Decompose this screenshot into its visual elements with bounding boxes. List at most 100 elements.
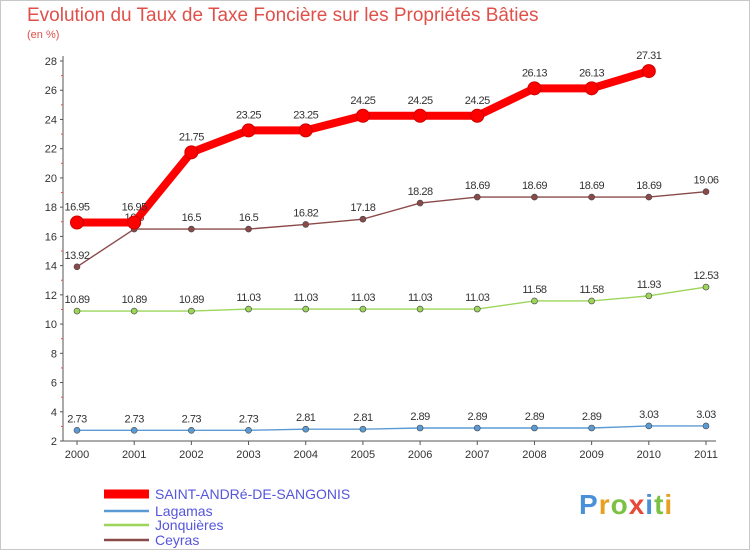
data-label: 2.89 <box>468 411 488 423</box>
data-label: 18.28 <box>408 186 433 198</box>
data-point <box>245 305 252 313</box>
data-label: 16.82 <box>293 207 318 219</box>
data-label: 21.75 <box>179 131 204 143</box>
data-point <box>130 307 138 315</box>
data-point <box>359 425 367 433</box>
data-point <box>645 292 653 300</box>
data-label: 2.73 <box>67 413 87 425</box>
data-point <box>416 424 424 432</box>
data-label: 2.89 <box>410 411 430 423</box>
data-point <box>473 193 481 201</box>
y-axis-label: (en %) <box>27 29 60 41</box>
data-point <box>302 221 310 228</box>
legend-label: SAINT-ANDRé-DE-SANGONIS <box>155 486 350 502</box>
data-point <box>641 64 656 79</box>
data-label: 11.03 <box>294 292 319 304</box>
data-point <box>588 193 595 201</box>
data-label: 16.5 <box>239 212 259 224</box>
y-tick-label: 8 <box>51 348 57 360</box>
x-tick-label: 2008 <box>522 449 546 461</box>
x-tick-label: 2002 <box>179 449 203 461</box>
y-tick-label: 26 <box>45 85 57 97</box>
data-label: 18.69 <box>465 180 490 192</box>
data-point <box>298 123 313 138</box>
data-point <box>645 193 653 201</box>
series-line <box>76 425 707 432</box>
data-point <box>702 422 710 430</box>
data-point <box>416 199 424 207</box>
data-point <box>73 427 81 434</box>
x-tick-label: 2011 <box>694 449 718 461</box>
legend-label: Jonquières <box>155 517 224 533</box>
data-label: 23.25 <box>236 109 261 121</box>
chart-title: Evolution du Taux de Taxe Foncière sur l… <box>27 5 539 26</box>
data-point <box>416 305 424 313</box>
data-label: 24.25 <box>465 95 490 107</box>
y-tick-label: 14 <box>45 261 57 273</box>
data-label: 18.69 <box>579 180 604 192</box>
series-line <box>73 67 653 227</box>
logo-letter: r <box>598 489 611 520</box>
data-point <box>73 307 81 315</box>
data-label: 11.03 <box>408 292 433 304</box>
x-tick-label: 2003 <box>236 449 260 461</box>
data-label: 2.73 <box>182 413 202 425</box>
data-label: 10.89 <box>122 294 147 306</box>
data-point <box>359 215 367 223</box>
data-point <box>355 108 370 123</box>
data-label: 17.18 <box>350 202 375 214</box>
y-tick-label: 6 <box>51 378 57 390</box>
data-point <box>470 108 485 123</box>
data-label: 11.93 <box>637 279 662 291</box>
data-label: 3.03 <box>639 409 659 421</box>
data-label: 23.25 <box>293 109 318 121</box>
proxiti-logo: Proxiti <box>579 489 673 521</box>
y-tick-label: 10 <box>45 319 57 331</box>
data-label: 18.69 <box>636 180 661 192</box>
y-tick-label: 18 <box>45 202 57 214</box>
x-tick-label: 2005 <box>351 449 375 461</box>
data-label: 11.03 <box>465 292 490 304</box>
data-label: 2.73 <box>239 413 259 425</box>
y-tick-label: 20 <box>45 173 57 185</box>
data-label: 10.89 <box>64 294 89 306</box>
data-label: 16.5 <box>182 212 202 224</box>
data-label: 24.25 <box>408 95 433 107</box>
legend-label: Ceyras <box>155 532 199 548</box>
data-point <box>188 307 195 315</box>
y-tick-label: 12 <box>45 290 57 302</box>
data-label: 26.13 <box>579 67 604 79</box>
data-label: 16.95 <box>64 202 89 214</box>
data-point <box>588 297 595 305</box>
data-label: 16.95 <box>122 202 147 214</box>
data-point <box>188 225 195 233</box>
y-tick-label: 22 <box>45 144 57 156</box>
y-tick-label: 4 <box>51 407 57 419</box>
data-label: 24.25 <box>350 95 375 107</box>
x-tick-label: 2010 <box>637 449 661 461</box>
data-label: 2.89 <box>582 411 602 423</box>
data-label: 3.03 <box>696 409 716 421</box>
data-point <box>359 305 367 313</box>
data-point <box>702 283 710 291</box>
data-point <box>245 427 252 434</box>
data-point <box>531 424 538 432</box>
logo-letter: i <box>664 489 674 520</box>
series-line <box>76 190 707 268</box>
data-point <box>531 297 538 305</box>
data-label: 13.92 <box>64 250 89 262</box>
data-label: 2.81 <box>296 412 316 424</box>
data-point <box>588 424 595 432</box>
x-tick-label: 2001 <box>122 449 146 461</box>
data-label: 2.73 <box>124 413 144 425</box>
data-point <box>302 305 310 313</box>
data-point <box>702 188 710 195</box>
logo-letter: t <box>654 489 665 520</box>
data-point <box>70 215 84 230</box>
x-tick-label: 2000 <box>65 449 89 461</box>
logo-letter: P <box>579 489 599 520</box>
data-label: 11.58 <box>580 284 605 296</box>
data-label: 11.58 <box>522 284 547 296</box>
